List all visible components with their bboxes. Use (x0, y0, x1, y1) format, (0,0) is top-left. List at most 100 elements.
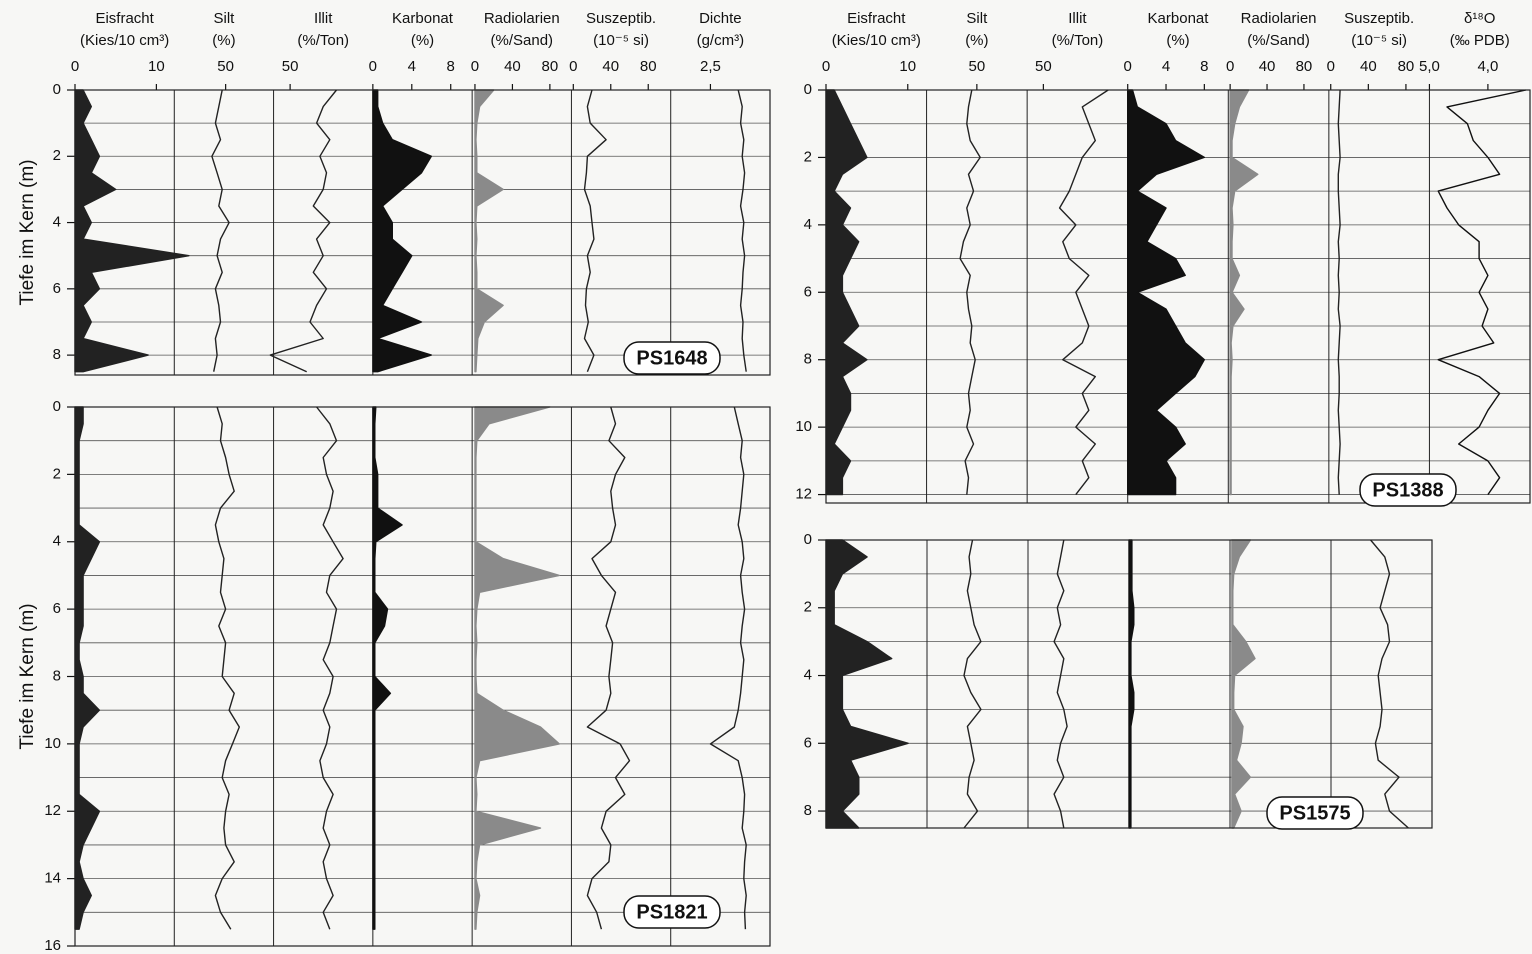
y-tick-label: 2 (804, 599, 812, 616)
y-tick-label: 8 (804, 802, 812, 819)
x-tick-label: 80 (640, 58, 657, 75)
profile-area (1128, 539, 1135, 829)
x-tick-label: 8 (1200, 58, 1208, 75)
y-tick-label: 6 (804, 734, 812, 751)
column-unit: (%) (212, 32, 235, 49)
x-tick-label: 80 (1398, 58, 1415, 75)
panel-frame (825, 89, 1531, 504)
y-tick-label: 10 (795, 418, 812, 435)
x-tick-label: 50 (217, 58, 234, 75)
profile-area (825, 89, 868, 496)
x-tick-label: 0 (369, 58, 377, 75)
column-unit: (%/Ton) (297, 32, 349, 49)
profile-line (214, 406, 240, 930)
profile-area (372, 89, 432, 373)
core-label-box (623, 341, 721, 375)
panel-frame (74, 406, 771, 947)
column-title: Radiolarien (484, 10, 560, 27)
x-tick-label: 0 (1226, 58, 1234, 75)
core-panel: 0 2 4 6 8 10 12 14 16 Tiefe im Kern (m) PS1821 (17, 398, 771, 954)
column-title: Illit (1068, 10, 1087, 27)
profile-line (1337, 89, 1341, 495)
profile-line (269, 89, 338, 373)
profile-area (1127, 89, 1205, 496)
profile-line (709, 406, 747, 930)
panel-frame (825, 539, 1433, 829)
core-label: PS1821 (636, 901, 707, 923)
y-tick-label: 6 (804, 283, 812, 300)
profile-area (372, 406, 403, 930)
y-tick-label: 2 (53, 465, 61, 482)
column-unit: (%/Sand) (1247, 32, 1310, 49)
profile-line (737, 89, 747, 372)
y-tick-label: 14 (44, 870, 61, 887)
column-unit: (‰ PDB) (1450, 32, 1510, 49)
y-tick-label: 8 (53, 346, 61, 363)
column-unit: (%/Ton) (1052, 32, 1104, 49)
y-tick-label: 2 (804, 148, 812, 165)
y-tick-label: 0 (53, 81, 61, 98)
column-unit: (%) (1166, 32, 1189, 49)
core-label-box (1266, 796, 1364, 830)
column-title: Radiolarien (1241, 10, 1317, 27)
y-tick-label: 4 (804, 216, 812, 233)
y-tick-label: 10 (44, 735, 61, 752)
panel-frame (74, 89, 771, 376)
y-tick-label: 2 (53, 147, 61, 164)
column-title: Eisfracht (847, 10, 906, 27)
y-tick-label: 0 (804, 81, 812, 98)
column-title: Karbonat (392, 10, 454, 27)
profile-area (474, 89, 504, 373)
y-tick-label: 6 (53, 600, 61, 617)
column-title: Suszeptib. (586, 10, 656, 27)
x-tick-label: 4 (408, 58, 416, 75)
x-tick-label: 8 (447, 58, 455, 75)
column-unit: (%/Sand) (491, 32, 554, 49)
column-title: Silt (214, 10, 236, 27)
column-unit: (Kies/10 cm³) (832, 32, 921, 49)
column-unit: (%) (411, 32, 434, 49)
profile-line (1437, 89, 1527, 495)
y-tick-label: 0 (53, 398, 61, 415)
profile-line (1058, 89, 1109, 496)
column-title: Karbonat (1148, 10, 1210, 27)
y-tick-label: 8 (804, 351, 812, 368)
profile-line (959, 89, 981, 495)
x-tick-label: 10 (899, 58, 916, 75)
profile-line (1053, 539, 1068, 829)
column-title: Illit (314, 10, 333, 27)
column-title: Eisfracht (95, 10, 154, 27)
core-label-box (1359, 473, 1457, 507)
x-tick-label: 40 (1259, 58, 1276, 75)
x-tick-label: 0 (569, 58, 577, 75)
y-tick-label: 12 (44, 802, 61, 819)
y-tick-label: 4 (804, 666, 812, 683)
column-title: Dichte (699, 10, 742, 27)
profile-line (1370, 539, 1409, 829)
x-tick-label: 40 (602, 58, 619, 75)
profile-area (74, 89, 190, 373)
column-unit: (g/cm³) (697, 32, 745, 49)
x-tick-label: 4 (1162, 58, 1170, 75)
column-unit: (Kies/10 cm³) (80, 32, 169, 49)
x-tick-label: 0 (1124, 58, 1132, 75)
x-tick-label: 0 (1327, 58, 1335, 75)
y-tick-label: 4 (53, 214, 61, 231)
profile-area (1229, 89, 1259, 496)
core-label: PS1575 (1279, 802, 1350, 824)
column-unit: (10⁻⁵ si) (593, 32, 649, 49)
x-tick-label: 50 (969, 58, 986, 75)
x-tick-label: 0 (822, 58, 830, 75)
core-label: PS1388 (1372, 479, 1443, 501)
x-tick-label: 50 (282, 58, 299, 75)
x-tick-label: 50 (1035, 58, 1052, 75)
y-axis-title: Tiefe im Kern (m) (17, 603, 38, 749)
profile-area (825, 539, 909, 829)
y-tick-label: 8 (53, 667, 61, 684)
y-axis-title: Tiefe im Kern (m) (17, 159, 38, 305)
core-label: PS1648 (636, 347, 707, 369)
x-tick-label: 0 (71, 58, 79, 75)
column-title: Suszeptib. (1344, 10, 1414, 27)
